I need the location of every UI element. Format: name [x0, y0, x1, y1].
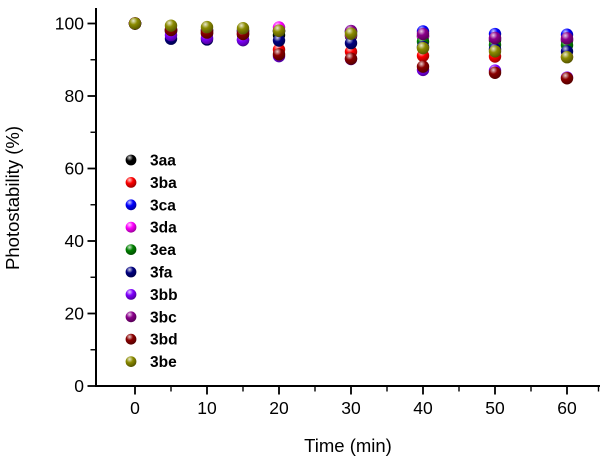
legend-marker-3be — [125, 356, 137, 367]
data-point — [128, 17, 142, 30]
x-axis-title: Time (min) — [304, 435, 392, 456]
data-point — [344, 36, 358, 50]
x-tick-label: 20 — [269, 398, 289, 418]
data-point — [560, 32, 574, 45]
legend-label: 3bb — [150, 287, 178, 304]
legend-item-3da: 3da — [125, 220, 177, 237]
data-point — [200, 20, 214, 34]
y-tick-label: 80 — [65, 86, 85, 106]
legend-item-3bb: 3bb — [125, 287, 178, 304]
legend-item-3fa: 3fa — [125, 265, 173, 282]
data-point — [272, 48, 286, 61]
y-axis-title: Photostability (%) — [2, 126, 23, 270]
legend-label: 3ca — [150, 197, 176, 214]
y-tick-label: 40 — [65, 231, 85, 251]
legend-item-3bd: 3bd — [125, 332, 178, 349]
x-tick-label: 30 — [341, 398, 361, 418]
legend-label: 3ea — [150, 242, 176, 259]
y-tick-label: 20 — [65, 304, 85, 324]
legend-item-3be: 3be — [125, 354, 177, 371]
legend-label: 3fa — [150, 265, 173, 282]
legend-label: 3ba — [150, 175, 177, 192]
legend-marker-3fa — [125, 266, 137, 278]
legend-marker-3bb — [125, 289, 137, 300]
legend-marker-3ba — [125, 177, 137, 188]
data-point — [164, 19, 178, 32]
legend-item-3bc: 3bc — [125, 309, 177, 326]
x-tick-label: 60 — [557, 398, 577, 418]
data-point — [344, 27, 358, 40]
data-point — [416, 27, 430, 41]
legend-marker-3aa — [125, 154, 137, 166]
x-tick-label: 50 — [485, 398, 505, 418]
legend-label: 3be — [150, 354, 177, 371]
data-point — [344, 52, 358, 65]
data-point — [560, 72, 574, 85]
legend-item-3ca: 3ca — [125, 197, 176, 214]
data-point — [416, 41, 430, 55]
legend-marker-3da — [125, 221, 137, 233]
y-tick-label: 0 — [74, 376, 84, 396]
legend-marker-3ea — [125, 244, 137, 256]
data-point — [488, 66, 502, 80]
axis-ticks: 0 10 20 30 40 50 60 0 20 40 60 80 100 — [55, 14, 600, 418]
x-tick-label: 0 — [130, 398, 140, 418]
x-tick-label: 10 — [197, 398, 217, 418]
legend-label: 3bd — [150, 332, 178, 349]
legend-marker-3bc — [125, 311, 137, 323]
legend-label: 3da — [150, 220, 177, 237]
chart-legend: 3aa 3ba 3ca 3da 3ea 3fa 3bb 3bc 3bd 3be — [125, 153, 178, 371]
legend-item-3aa: 3aa — [125, 153, 176, 170]
legend-item-3ba: 3ba — [125, 175, 177, 192]
data-point — [416, 60, 430, 73]
legend-label: 3bc — [150, 309, 177, 326]
data-point — [236, 22, 250, 35]
data-point — [272, 24, 286, 37]
data-point — [488, 45, 502, 58]
x-tick-label: 40 — [413, 398, 433, 418]
data-point — [272, 34, 286, 47]
y-tick-label: 100 — [55, 14, 84, 34]
legend-item-3ea: 3ea — [125, 242, 176, 259]
data-point — [560, 51, 574, 64]
series-3be — [128, 17, 574, 64]
y-tick-label: 60 — [65, 159, 85, 179]
legend-label: 3aa — [150, 153, 176, 170]
legend-marker-3bd — [125, 333, 137, 345]
legend-marker-3ca — [125, 199, 137, 211]
data-point — [488, 31, 502, 45]
data-points — [128, 17, 574, 85]
